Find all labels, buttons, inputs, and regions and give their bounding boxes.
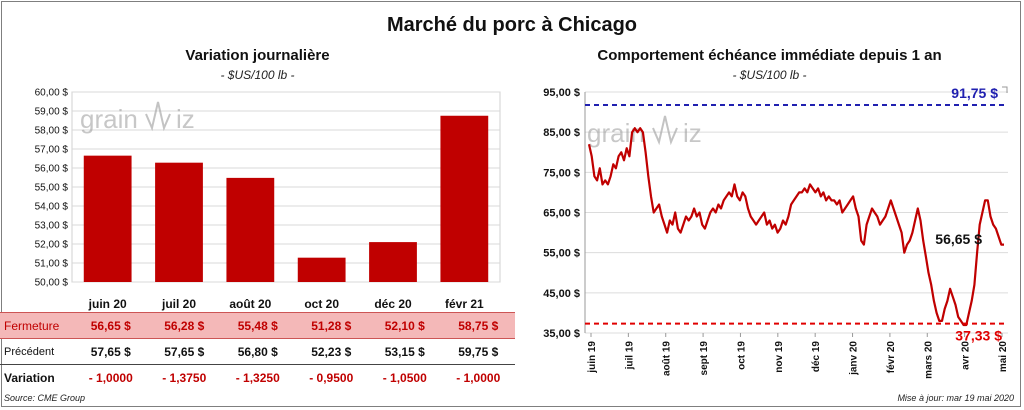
y-tick-label: 35,00 $: [543, 328, 580, 340]
x-tick-label: déc 19: [811, 341, 822, 373]
row-label: Précédent: [4, 345, 55, 358]
table-cell: 57,65 $: [90, 344, 131, 359]
x-tick-label: janv 20: [849, 341, 860, 376]
x-tick-label: sept 19: [699, 341, 710, 376]
x-tick-label: août 20: [229, 297, 271, 311]
x-tick-label: juin 19: [587, 341, 598, 374]
table-cell: - 1,0000: [441, 364, 515, 390]
bar-chart: 50,00 $ 51,00 $ 52,00 $ 53,00 $ 54,00 $ 55,00…: [35, 88, 501, 311]
y-tick-label: 57,00 $: [35, 145, 69, 156]
bar: [440, 115, 489, 282]
y-tick-label: 52,00 $: [35, 240, 69, 251]
table-row-close: Fermeture 56,65 $ 56,28 $ 55,48 $ 51,28 …: [0, 312, 515, 339]
y-tick-label: 55,00 $: [543, 248, 580, 260]
table-cell: 57,65 $: [164, 344, 205, 359]
watermark-text-right: iz: [683, 118, 702, 148]
x-tick-label: oct 20: [304, 297, 339, 311]
x-tick-label: févr 21: [445, 297, 484, 311]
watermark-logo: grain iz: [587, 115, 702, 148]
table-cell: - 1,0000: [74, 364, 148, 390]
x-tick-label: juil 20: [161, 297, 196, 311]
y-tick-label: 75,00 $: [543, 167, 580, 179]
table-cell: - 1,0500: [368, 364, 442, 390]
update-note: Mise à jour: mar 19 mai 2020: [897, 393, 1014, 403]
watermark-text-left: grain: [587, 118, 645, 148]
bar: [83, 155, 132, 282]
last-value-label: 56,65 $: [935, 231, 982, 247]
y-tick-label: 55,00 $: [35, 183, 69, 194]
watermark-w-shape: [652, 115, 678, 146]
main-title: Marché du porc à Chicago: [386, 14, 638, 36]
table-cell: 55,48 $: [221, 312, 295, 339]
bar-chart-unit: - $US/100 lb -: [220, 68, 295, 82]
y-tick-label: 54,00 $: [35, 202, 69, 213]
price-line: [587, 127, 1004, 327]
bar-chart-title: Variation journalière: [185, 47, 330, 64]
table-cell: 58,75 $: [441, 312, 515, 339]
bar: [155, 162, 203, 282]
max-label: 91,75 $: [951, 85, 998, 101]
bar: [297, 257, 346, 282]
x-tick-label: août 19: [662, 341, 673, 376]
min-label: 37,33 $: [955, 328, 1002, 344]
bar: [369, 242, 417, 282]
table-cell: 56,65 $: [74, 312, 148, 339]
y-tick-label: 51,00 $: [35, 259, 69, 270]
table-row-previous: Précédent 57,65 $ 57,65 $ 56,80 $ 52,23 …: [0, 339, 515, 365]
table-cell: 56,28 $: [147, 312, 221, 339]
table-cell: 56,80 $: [237, 344, 278, 359]
y-tick-label: 95,00 $: [543, 87, 580, 99]
watermark-text-left: grain: [80, 104, 138, 134]
x-tick-label: avr 20: [961, 341, 972, 370]
x-tick-label: juin 20: [88, 297, 127, 311]
max-callout-line: [1002, 86, 1008, 94]
y-tick-label: 58,00 $: [35, 126, 69, 137]
line-chart: 35,00 $ 45,00 $ 55,00 $ 65,00 $ 75,00 $ 85,00…: [543, 85, 1009, 379]
table-cell: 51,28 $: [294, 312, 368, 339]
table-cell: 59,75 $: [458, 344, 499, 359]
x-tick-label: oct 19: [736, 341, 747, 370]
x-tick-label: nov 19: [774, 341, 785, 373]
table-cell: 52,10 $: [368, 312, 442, 339]
bar: [226, 177, 275, 282]
row-label: Variation: [0, 364, 74, 390]
y-tick-label: 60,00 $: [35, 88, 69, 99]
y-tick-label: 59,00 $: [35, 107, 69, 118]
watermark-text-right: iz: [176, 104, 195, 134]
source-note: Source: CME Group: [4, 393, 86, 403]
x-tick-label: févr 20: [886, 341, 897, 374]
y-tick-label: 65,00 $: [543, 208, 580, 220]
y-tick-label: 53,00 $: [35, 221, 69, 232]
line-chart-title: Comportement échéance immédiate depuis 1…: [597, 47, 942, 64]
line-chart-unit: - $US/100 lb -: [732, 68, 807, 82]
x-tick-label: mai 20: [998, 341, 1009, 373]
y-tick-label: 50,00 $: [35, 278, 69, 289]
table-row-variation: Variation - 1,0000 - 1,3750 - 1,3250 - 0…: [0, 364, 515, 390]
y-tick-label: 85,00 $: [543, 127, 580, 139]
watermark-w-shape: [145, 101, 171, 132]
watermark-logo: grain iz: [80, 101, 195, 134]
table-cell: 52,23 $: [311, 344, 352, 359]
x-tick-label: mars 20: [923, 341, 934, 379]
x-tick-label: juil 19: [624, 341, 635, 371]
table-cell: 53,15 $: [384, 344, 425, 359]
table-cell: - 1,3250: [221, 364, 295, 390]
x-tick-label: déc 20: [374, 297, 412, 311]
y-tick-label: 45,00 $: [543, 288, 580, 300]
price-table: Fermeture 56,65 $ 56,28 $ 55,48 $ 51,28 …: [0, 312, 515, 390]
row-label: Fermeture: [0, 312, 74, 339]
table-cell: - 1,3750: [147, 364, 221, 390]
table-cell: - 0,9500: [294, 364, 368, 390]
y-tick-label: 56,00 $: [35, 164, 69, 175]
